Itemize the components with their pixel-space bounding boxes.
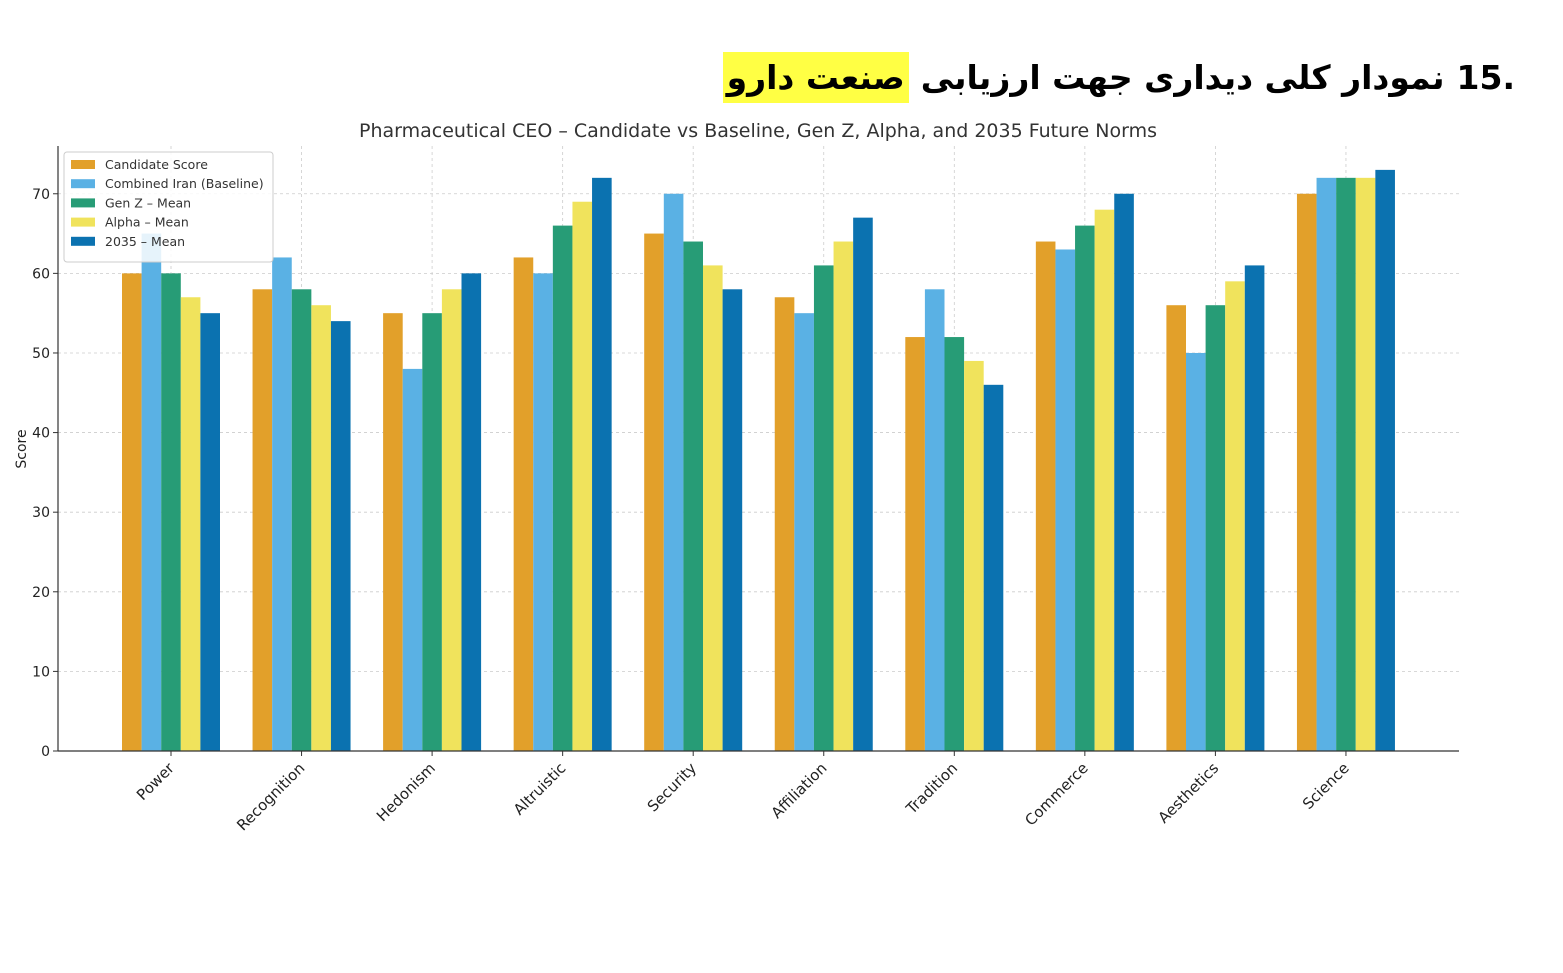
axes (57, 146, 1459, 752)
bar-power-2 (161, 273, 181, 751)
legend-label: Alpha – Mean (105, 215, 189, 230)
bar-power-3 (180, 297, 201, 751)
heading-highlight: صنعت دارو (722, 51, 909, 103)
bar-altruistic-2 (552, 225, 573, 751)
y-tick-label: 60 (32, 266, 50, 282)
legend: Candidate Score Combined Iran (Baseline) G… (63, 151, 274, 263)
y-tick-label: 70 (32, 187, 50, 203)
bar-science-1 (1316, 177, 1337, 751)
y-tick-label: 10 (32, 664, 50, 680)
bar-commerce-4 (1114, 193, 1134, 751)
bar-hedonism-1 (402, 368, 423, 751)
page-heading: 15. نمودار کلی دیداری جهت ارزیابی صنعت د… (722, 46, 1515, 108)
legend-swatch (71, 179, 95, 189)
bar-hedonism-3 (441, 289, 462, 751)
bar-recognition-0 (252, 289, 273, 751)
bar-affiliation-3 (833, 241, 854, 752)
bar-security-0 (644, 233, 664, 751)
bar-aesthetics-4 (1244, 265, 1265, 751)
bar-affiliation-1 (794, 313, 814, 751)
bar-tradition-3 (964, 360, 984, 751)
bar-affiliation-0 (774, 297, 795, 751)
bar-aesthetics-0 (1166, 305, 1186, 751)
bar-science-3 (1355, 177, 1376, 751)
legend-swatch (71, 217, 95, 227)
bar-tradition-0 (905, 337, 925, 751)
bar-recognition-4 (330, 321, 351, 751)
bar-power-4 (200, 313, 220, 751)
bar-commerce-1 (1055, 249, 1076, 751)
x-tick-label: Altruistic (510, 759, 570, 819)
bar-aesthetics-2 (1205, 305, 1226, 751)
x-tick-label: Science (1299, 759, 1353, 813)
y-tick-label: 50 (32, 346, 50, 362)
x-tick-label: Recognition (233, 759, 308, 834)
bar-tradition-4 (983, 384, 1004, 751)
heading-number: 15. (1456, 57, 1515, 97)
bar-power-1 (141, 233, 162, 751)
legend-swatch (71, 236, 95, 246)
legend-label: 2035 – Mean (105, 234, 185, 249)
x-tick-label: Security (644, 759, 700, 815)
bar-tradition-2 (944, 337, 965, 751)
bar-power-0 (122, 273, 142, 751)
bar-hedonism-0 (383, 313, 403, 751)
y-tick-label: 20 (32, 585, 50, 601)
bar-affiliation-4 (853, 217, 873, 752)
bar-recognition-2 (291, 289, 312, 751)
bar-commerce-2 (1075, 225, 1095, 751)
bar-aesthetics-1 (1186, 352, 1206, 751)
y-tick-label: 0 (41, 744, 50, 760)
bar-recognition-1 (272, 257, 292, 751)
x-tick-label: Commerce (1021, 759, 1091, 829)
y-tick-label: 30 (32, 505, 50, 521)
bar-commerce-0 (1035, 241, 1056, 752)
bar-commerce-3 (1094, 209, 1115, 751)
bar-aesthetics-3 (1225, 281, 1245, 751)
legend-label: Candidate Score (105, 157, 208, 172)
y-axis-label: Score (14, 429, 30, 468)
bar-altruistic-0 (513, 257, 534, 751)
bar-recognition-3 (311, 305, 331, 751)
bar-hedonism-2 (422, 313, 442, 751)
legend-swatch (71, 198, 95, 208)
y-ticks: 0 10 20 30 40 50 60 70 (32, 187, 58, 760)
legend-label: Gen Z – Mean (105, 195, 191, 210)
x-tick-label: Affiliation (768, 759, 831, 822)
bar-affiliation-2 (813, 265, 834, 751)
bar-science-4 (1375, 169, 1395, 751)
bar-altruistic-4 (592, 177, 612, 751)
legend-box (63, 151, 274, 263)
bar-security-4 (722, 289, 743, 751)
bar-altruistic-3 (572, 201, 593, 751)
x-tick-label: Power (133, 759, 178, 804)
y-tick-label: 40 (32, 426, 50, 442)
bar-science-2 (1336, 177, 1356, 751)
bar-tradition-1 (924, 289, 945, 751)
x-tick-label: Aesthetics (1155, 759, 1223, 827)
bar-hedonism-4 (461, 273, 482, 751)
x-ticks: Power Recognition Hedonism Altruistic Securi… (133, 751, 1353, 834)
bar-security-1 (663, 193, 684, 751)
bars (122, 169, 1395, 752)
legend-label: Combined Iran (Baseline) (105, 176, 264, 191)
bar-security-2 (683, 241, 703, 752)
heading-text: نمودار کلی دیداری جهت ارزیابی (920, 57, 1445, 97)
chart-title: Pharmaceutical CEO – Candidate vs Baseli… (359, 120, 1157, 142)
bar-security-3 (703, 265, 723, 751)
x-tick-label: Hedonism (373, 759, 439, 825)
bar-science-0 (1296, 193, 1317, 751)
x-tick-label: Tradition (902, 759, 961, 818)
legend-swatch (71, 160, 95, 169)
bar-altruistic-1 (533, 273, 553, 751)
